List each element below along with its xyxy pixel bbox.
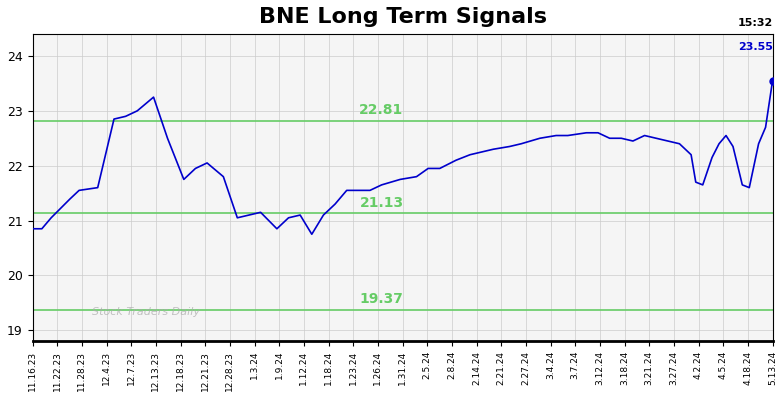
Title: BNE Long Term Signals: BNE Long Term Signals [259, 7, 546, 27]
Text: 23.55: 23.55 [738, 43, 772, 53]
Text: 15:32: 15:32 [737, 18, 772, 28]
Text: 22.81: 22.81 [359, 103, 404, 117]
Text: 21.13: 21.13 [359, 195, 404, 210]
Text: 19.37: 19.37 [360, 292, 404, 306]
Text: Stock Traders Daily: Stock Traders Daily [92, 306, 200, 317]
